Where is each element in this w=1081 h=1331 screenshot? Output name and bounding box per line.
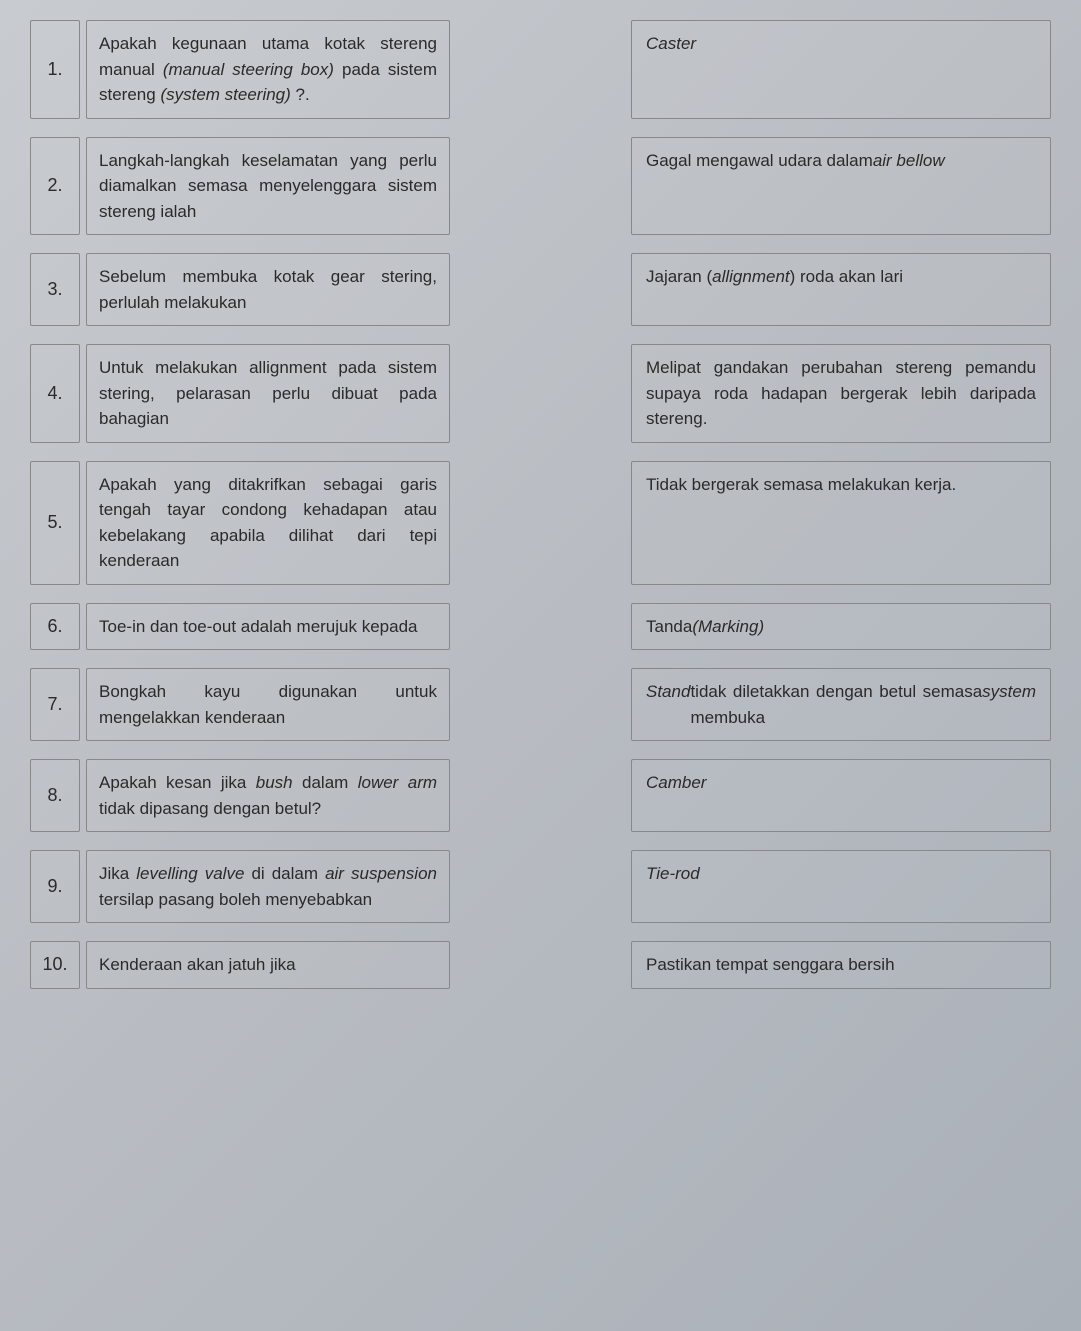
answer-text[interactable]: Pastikan tempat senggara bersih [631,941,1051,989]
question-text: Apakah yang ditakrifkan sebagai garis te… [86,461,450,585]
quiz-row: 1. Apakah kegunaan utama kotak stereng m… [30,20,1051,119]
question-number: 7. [30,668,80,741]
question-number: 2. [30,137,80,236]
question-text: Langkah-langkah keselamatan yang perlu d… [86,137,450,236]
answer-text[interactable]: Tie-rod [631,850,1051,923]
answer-text[interactable]: Melipat gandakan perubahan stereng peman… [631,344,1051,443]
question-number: 1. [30,20,80,119]
quiz-row: 8. Apakah kesan jika bush dalam lower ar… [30,759,1051,832]
question-number: 10. [30,941,80,989]
question-number: 6. [30,603,80,651]
question-group: 2. Langkah-langkah keselamatan yang perl… [30,137,450,236]
answer-text[interactable]: Camber [631,759,1051,832]
question-text: Sebelum membuka kotak gear stering, perl… [86,253,450,326]
question-group: 9. Jika levelling valve di dalam air sus… [30,850,450,923]
question-group: 7. Bongkah kayu digunakan untuk mengelak… [30,668,450,741]
answer-text[interactable]: Caster [631,20,1051,119]
question-number: 5. [30,461,80,585]
answer-text[interactable]: Stand tidak diletakkan dengan betul sema… [631,668,1051,741]
quiz-row: 3. Sebelum membuka kotak gear stering, p… [30,253,1051,326]
quiz-row: 4. Untuk melakukan allignment pada siste… [30,344,1051,443]
answer-text[interactable]: Jajaran (allignment) roda akan lari [631,253,1051,326]
question-group: 3. Sebelum membuka kotak gear stering, p… [30,253,450,326]
question-text: Toe-in dan toe-out adalah merujuk kepada [86,603,450,651]
question-text: Apakah kegunaan utama kotak stereng manu… [86,20,450,119]
quiz-row: 7. Bongkah kayu digunakan untuk mengelak… [30,668,1051,741]
question-group: 5. Apakah yang ditakrifkan sebagai garis… [30,461,450,585]
question-group: 6. Toe-in dan toe-out adalah merujuk kep… [30,603,450,651]
question-group: 10. Kenderaan akan jatuh jika [30,941,450,989]
question-number: 8. [30,759,80,832]
quiz-row: 9. Jika levelling valve di dalam air sus… [30,850,1051,923]
question-text: Apakah kesan jika bush dalam lower arm t… [86,759,450,832]
question-group: 8. Apakah kesan jika bush dalam lower ar… [30,759,450,832]
quiz-row: 10. Kenderaan akan jatuh jika Pastikan t… [30,941,1051,989]
quiz-row: 2. Langkah-langkah keselamatan yang perl… [30,137,1051,236]
quiz-row: 6. Toe-in dan toe-out adalah merujuk kep… [30,603,1051,651]
question-text: Jika levelling valve di dalam air suspen… [86,850,450,923]
question-group: 1. Apakah kegunaan utama kotak stereng m… [30,20,450,119]
quiz-row: 5. Apakah yang ditakrifkan sebagai garis… [30,461,1051,585]
answer-text[interactable]: Tanda (Marking) [631,603,1051,651]
question-text: Untuk melakukan allignment pada sistem s… [86,344,450,443]
question-text: Bongkah kayu digunakan untuk mengelakkan… [86,668,450,741]
question-group: 4. Untuk melakukan allignment pada siste… [30,344,450,443]
question-number: 9. [30,850,80,923]
answer-text[interactable]: Gagal mengawal udara dalam air bellow [631,137,1051,236]
question-text: Kenderaan akan jatuh jika [86,941,450,989]
matching-quiz-container: 1. Apakah kegunaan utama kotak stereng m… [30,20,1051,989]
question-number: 3. [30,253,80,326]
question-number: 4. [30,344,80,443]
answer-text[interactable]: Tidak bergerak semasa melakukan kerja. [631,461,1051,585]
